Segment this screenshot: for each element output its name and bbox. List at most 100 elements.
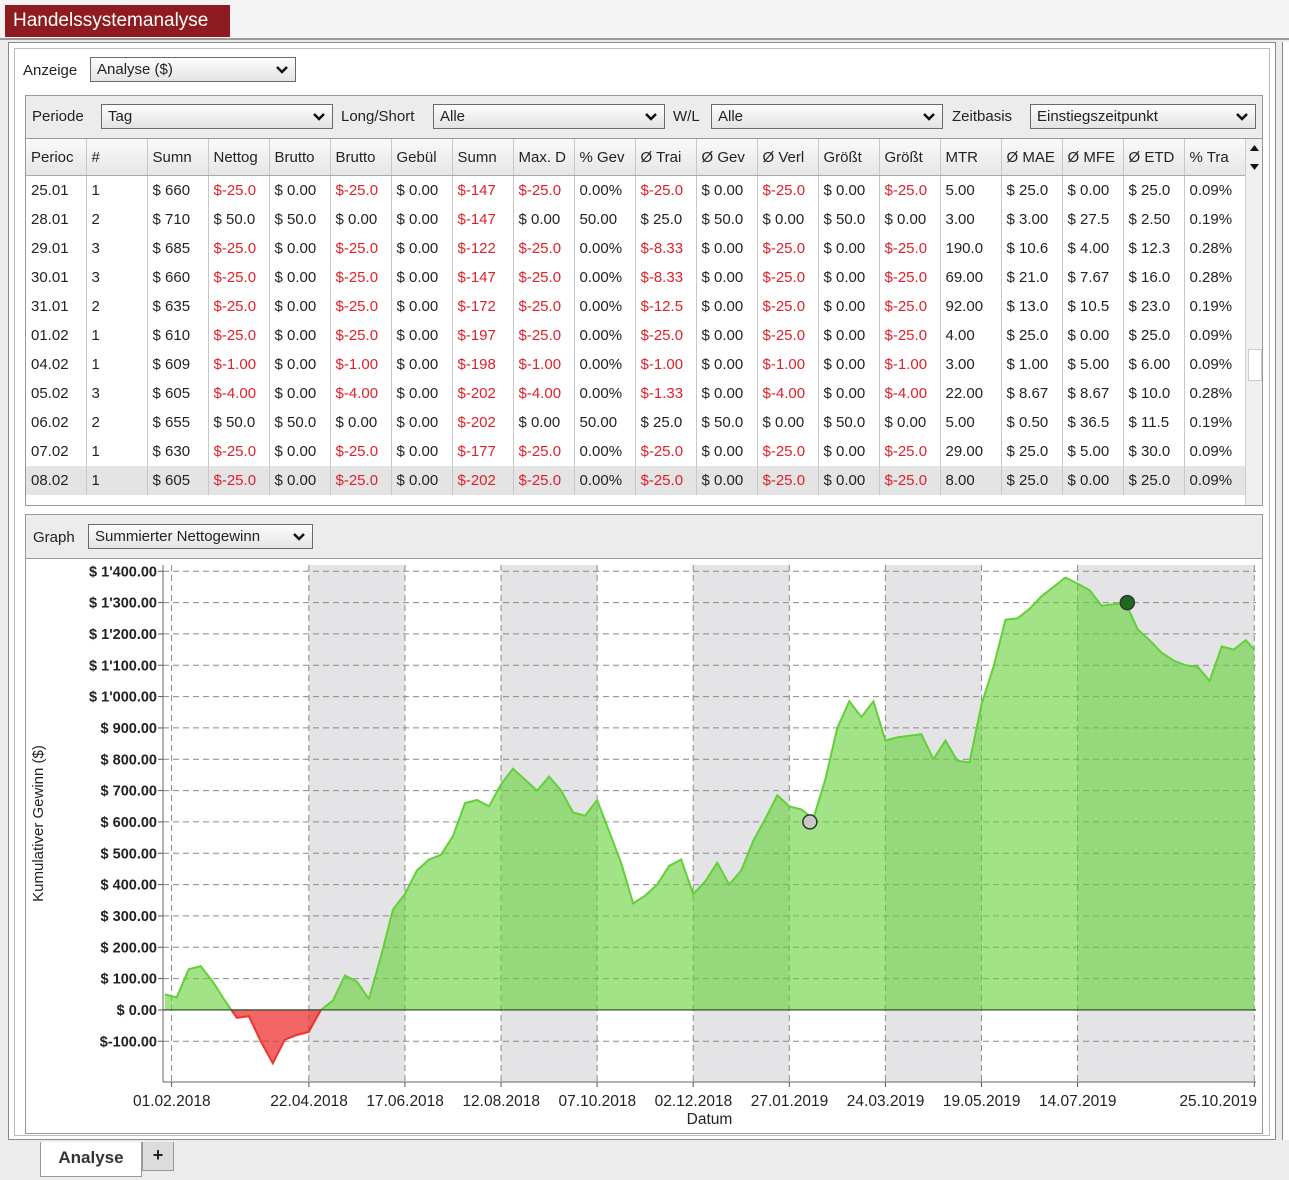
table-row[interactable]: 31.01 2 $ 635 $-25.0 $ 0.00 $-25.0 $ 0.00 $-172…	[26, 292, 1246, 321]
filter-select[interactable]: Einstiegszeitpunkt	[1030, 104, 1256, 129]
table-cell: $ 16.0	[1123, 263, 1185, 292]
table-cell: 92.00	[940, 292, 1002, 321]
bottom-tab-active[interactable]: Analyse	[40, 1142, 142, 1177]
column-header[interactable]: Brutto	[269, 139, 331, 176]
table-cell: $ 0.00	[757, 205, 819, 234]
marker	[802, 814, 818, 830]
column-header[interactable]: Ø Verl	[757, 139, 819, 176]
table-row[interactable]: 28.01 2 $ 710 $ 50.0 $ 50.0 $ 0.00 $ 0.00 $-147…	[26, 205, 1246, 234]
table-cell: $ 25.0	[1001, 466, 1063, 495]
table-cell: $-25.0	[757, 292, 819, 321]
table-cell: $ 25.0	[1123, 175, 1185, 205]
table-row[interactable]: 01.02 1 $ 610 $-25.0 $ 0.00 $-25.0 $ 0.00 $-197…	[26, 321, 1246, 350]
column-header[interactable]: Nettog	[208, 139, 270, 176]
column-header[interactable]: MTR	[940, 139, 1002, 176]
table-cell: $ 0.00	[513, 408, 575, 437]
filter-select[interactable]: Alle	[711, 104, 943, 129]
table-cell: $ 8.67	[1001, 379, 1063, 408]
scrollbar[interactable]	[1245, 139, 1262, 505]
x-tick-label: 17.06.2018	[366, 1093, 444, 1110]
column-header[interactable]: % Gev	[574, 139, 636, 176]
table-cell: 0.00%	[574, 350, 636, 379]
table-cell: $ 25.0	[1001, 175, 1063, 205]
graph-select[interactable]: Summierter Nettogewinn	[88, 524, 313, 549]
table-cell: $-1.00	[635, 350, 697, 379]
column-header[interactable]: Sumn	[452, 139, 514, 176]
table-cell: $-1.00	[757, 350, 819, 379]
display-select[interactable]: Analyse ($)	[90, 57, 296, 82]
table-cell: $ 25.0	[1001, 321, 1063, 350]
x-tick-label: 02.12.2018	[655, 1093, 733, 1110]
table-cell: 0.09%	[1184, 437, 1246, 466]
bottom-tab-add[interactable]: +	[142, 1142, 174, 1171]
table-cell: $ 0.00	[391, 175, 453, 205]
column-header[interactable]: Brutto	[330, 139, 392, 176]
table-cell: $ 0.00	[696, 437, 758, 466]
table-cell: $-122	[452, 234, 514, 263]
column-header[interactable]: Ø MFE	[1062, 139, 1124, 176]
column-header[interactable]: Ø Gev	[696, 139, 758, 176]
table-cell: 5.00	[940, 408, 1002, 437]
column-header[interactable]: Max. D	[513, 139, 575, 176]
x-tick-label: 27.01.2019	[751, 1093, 829, 1110]
table-cell: $-25.0	[208, 437, 270, 466]
column-header[interactable]: Ø Trai	[635, 139, 697, 176]
table-cell: 4.00	[940, 321, 1002, 350]
column-header[interactable]: Gebül	[391, 139, 453, 176]
column-header[interactable]: % Tra	[1184, 139, 1246, 176]
table-row[interactable]: 07.02 1 $ 630 $-25.0 $ 0.00 $-25.0 $ 0.00 $-177…	[26, 437, 1246, 466]
table-frame: Perioc # Sumn Nettog Brutto Brutto Gebül Sumn Ma…	[25, 138, 1263, 506]
table-cell: 0.28%	[1184, 379, 1246, 408]
table-row[interactable]: 29.01 3 $ 685 $-25.0 $ 0.00 $-25.0 $ 0.00 $-122…	[26, 234, 1246, 263]
table-cell: $ 685	[147, 234, 209, 263]
table-cell: $ 0.00	[818, 437, 880, 466]
table-cell: $ 11.5	[1123, 408, 1185, 437]
column-header[interactable]: Größt	[879, 139, 941, 176]
y-tick-label: $-100.00	[100, 1034, 157, 1050]
column-header[interactable]: #	[86, 139, 148, 176]
table-cell: $-25.0	[757, 321, 819, 350]
table-row[interactable]: 06.02 2 $ 655 $ 50.0 $ 50.0 $ 0.00 $ 0.00 $-202…	[26, 408, 1246, 437]
table-cell: 30.01	[26, 263, 87, 292]
filter-select[interactable]: Alle	[433, 104, 665, 129]
table-row[interactable]: 30.01 3 $ 660 $-25.0 $ 0.00 $-25.0 $ 0.00 $-147…	[26, 263, 1246, 292]
column-header[interactable]: Sumn	[147, 139, 209, 176]
table-cell: $ 635	[147, 292, 209, 321]
column-header[interactable]: Perioc	[26, 139, 87, 176]
scroll-thumb[interactable]	[1248, 349, 1262, 381]
area-positive	[164, 577, 1255, 1010]
table-cell: $ 50.0	[269, 205, 331, 234]
table-cell: $ 12.3	[1123, 234, 1185, 263]
table-row[interactable]: 08.02 1 $ 605 $-25.0 $ 0.00 $-25.0 $ 0.00 $-202…	[26, 466, 1246, 495]
table-cell: $ 50.0	[696, 205, 758, 234]
table-cell: $ 0.00	[269, 321, 331, 350]
table-row[interactable]: 25.01 1 $ 660 $-25.0 $ 0.00 $-25.0 $ 0.00 $-147…	[26, 175, 1246, 205]
table-row[interactable]: 05.02 3 $ 605 $-4.00 $ 0.00 $-4.00 $ 0.00 $-202…	[26, 379, 1246, 408]
column-header[interactable]: Ø ETD	[1123, 139, 1185, 176]
table-cell: 22.00	[940, 379, 1002, 408]
column-header[interactable]: Größt	[818, 139, 880, 176]
table-cell: 29.01	[26, 234, 87, 263]
graph-value: Summierter Nettogewinn	[95, 528, 261, 545]
table-cell: $ 0.00	[391, 234, 453, 263]
table-cell: $-25.0	[879, 466, 941, 495]
window-tab[interactable]: Handelssystemanalyse	[5, 5, 230, 37]
table-cell: 31.01	[26, 292, 87, 321]
table-cell: 0.09%	[1184, 350, 1246, 379]
column-header[interactable]: Ø MAE	[1001, 139, 1063, 176]
table-cell: $ 50.0	[696, 408, 758, 437]
table-cell: $ 5.00	[1062, 350, 1124, 379]
table-cell: 50.00	[574, 408, 636, 437]
table-cell: 0.00%	[574, 234, 636, 263]
filter-select[interactable]: Tag	[101, 104, 333, 129]
table-cell: $ 2.50	[1123, 205, 1185, 234]
table-row[interactable]: 04.02 1 $ 609 $-1.00 $ 0.00 $-1.00 $ 0.00 $-198…	[26, 350, 1246, 379]
table-cell: 3	[86, 263, 148, 292]
table-cell: 8.00	[940, 466, 1002, 495]
x-tick-label: 01.02.2018	[133, 1093, 211, 1110]
table-cell: $ 630	[147, 437, 209, 466]
filter-value: Einstiegszeitpunkt	[1037, 108, 1158, 125]
table-cell: $-25.0	[330, 175, 392, 205]
table-cell: $ 609	[147, 350, 209, 379]
chart: $ 1'400.00 $ 1'300.00 $ 1'200.00 $ 1'100.00…	[30, 564, 1257, 1128]
